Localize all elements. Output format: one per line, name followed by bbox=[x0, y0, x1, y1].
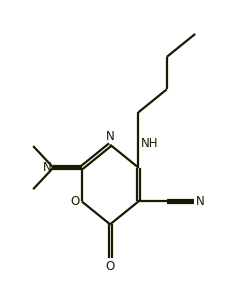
Text: NH: NH bbox=[140, 137, 158, 151]
Text: N: N bbox=[196, 195, 205, 208]
Text: O: O bbox=[70, 195, 80, 208]
Text: O: O bbox=[106, 260, 115, 273]
Text: N: N bbox=[43, 161, 51, 174]
Text: N: N bbox=[106, 130, 115, 143]
